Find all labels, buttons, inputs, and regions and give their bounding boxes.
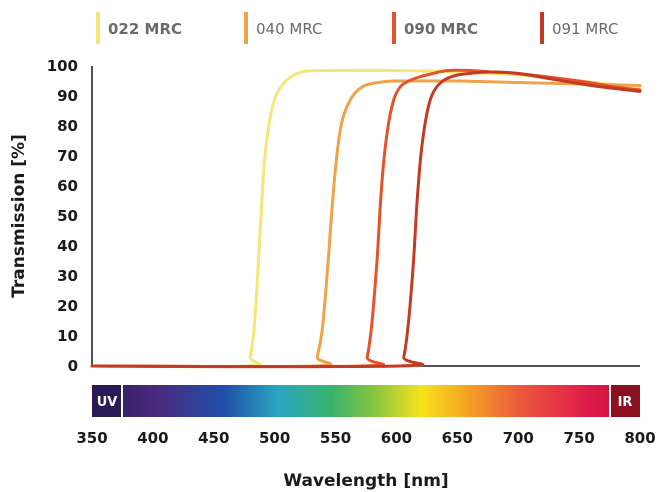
y-tick-label-30: 30 [57, 267, 78, 285]
x-tick-label-550: 550 [320, 429, 351, 447]
legend-label-022-mrc: 022 MRC [108, 20, 182, 38]
x-tick-labels: 350 400 450 500 550 600 650 700 750 800 [76, 429, 655, 447]
x-axis-title: Wavelength [nm] [283, 471, 448, 491]
y-tick-label-60: 60 [57, 177, 78, 195]
x-tick-label-800: 800 [624, 429, 655, 447]
y-tick-label-10: 10 [57, 327, 78, 345]
y-tick-label-40: 40 [57, 237, 78, 255]
axes [91, 66, 640, 367]
uv-label: UV [97, 395, 118, 410]
y-tick-labels: 0 10 20 30 40 50 60 70 80 90 100 [47, 57, 78, 375]
legend-swatch-091-mrc [540, 12, 544, 44]
x-tick-label-700: 700 [503, 429, 534, 447]
x-tick-label-600: 600 [381, 429, 412, 447]
legend-swatch-022-mrc [96, 12, 100, 44]
uv-band [92, 385, 122, 417]
y-tick-label-100: 100 [47, 57, 78, 75]
x-tick-label-400: 400 [137, 429, 168, 447]
series-line-091-mrc [90, 70, 642, 369]
y-tick-label-80: 80 [57, 117, 78, 135]
ir-band [610, 385, 640, 417]
x-tick-label-450: 450 [198, 429, 229, 447]
x-tick-label-750: 750 [563, 429, 594, 447]
y-tick-label-90: 90 [57, 87, 78, 105]
y-tick-label-0: 0 [68, 357, 78, 375]
y-axis-title: Transmission [%] [9, 134, 29, 298]
y-tick-label-70: 70 [57, 147, 78, 165]
y-tick-label-50: 50 [57, 207, 78, 225]
ir-label: IR [618, 395, 633, 410]
legend-swatch-040-mrc [244, 12, 248, 44]
series-lines [90, 68, 642, 369]
legend-label-091-mrc: 091 MRC [552, 20, 619, 38]
x-tick-label-350: 350 [76, 429, 107, 447]
series-line-022-mrc [90, 68, 642, 369]
x-tick-label-650: 650 [442, 429, 473, 447]
series-line-040-mrc [90, 79, 642, 369]
legend: 022 MRC 040 MRC 090 MRC 091 MRC [96, 12, 619, 44]
legend-label-090-mrc: 090 MRC [404, 20, 478, 38]
spectrum-gradient-rect [92, 385, 640, 417]
legend-label-040-mrc: 040 MRC [256, 20, 323, 38]
legend-swatch-090-mrc [392, 12, 396, 44]
spectrum-bar: UV IR [92, 385, 640, 417]
y-tick-label-20: 20 [57, 297, 78, 315]
series-line-090-mrc [90, 68, 642, 369]
x-tick-label-500: 500 [259, 429, 290, 447]
